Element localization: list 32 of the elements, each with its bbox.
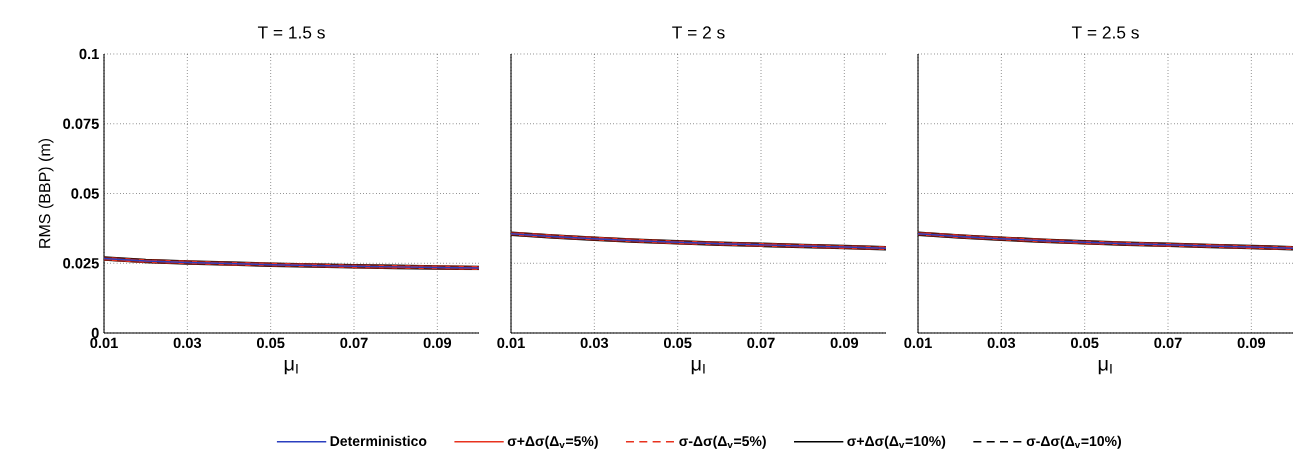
x-tick-label: 0.09 [423,337,452,349]
x-tick-label: 0.01 [90,337,118,349]
chart-title: T = 1.5 s [257,26,325,39]
x-tick-label: 0.09 [830,337,859,349]
y-tick-label: 0.1 [79,48,99,60]
y-tick-label: 0 [91,327,99,339]
x-tick-label: 0.01 [904,337,932,349]
x-tick-label: 0.09 [1237,337,1266,349]
x-tick-label: 0.05 [1070,337,1099,349]
x-tick-label: 0.05 [663,337,692,349]
x-tick-label: 0.05 [256,337,285,349]
x-axis-title: μ$_{I}$ [691,359,705,375]
legend-label: σ-Δσ(Δ$_{v}$=5%) [679,435,766,449]
y-axis-title: RMS (BBP) (m) [38,138,54,248]
x-axis-title: μ$_{I}$ [1098,359,1112,375]
x-tick-label: 0.03 [987,337,1016,349]
x-tick-label: 0.01 [497,337,525,349]
x-tick-label: 0.03 [580,337,609,349]
y-tick-label: 0.075 [63,118,99,129]
chart-title: T = 2.5 s [1071,26,1139,39]
x-tick-label: 0.03 [173,337,202,349]
x-tick-label: 0.07 [747,337,775,349]
legend-label: σ-Δσ(Δ$_{v}$=10%) [1026,435,1121,449]
y-tick-label: 0.05 [71,188,99,199]
x-axis-title: μ$_{I}$ [284,359,298,375]
chart-title: T = 2 s [672,26,725,39]
legend-label: σ+Δσ(Δ$_{v}$=5%) [507,435,598,449]
legend-label: Deterministico [330,435,427,447]
x-tick-label: 0.07 [1154,337,1182,349]
y-tick-label: 0.025 [63,258,99,269]
legend-label: σ+Δσ(Δ$_{v}$=10%) [847,435,946,449]
x-tick-label: 0.07 [340,337,368,349]
